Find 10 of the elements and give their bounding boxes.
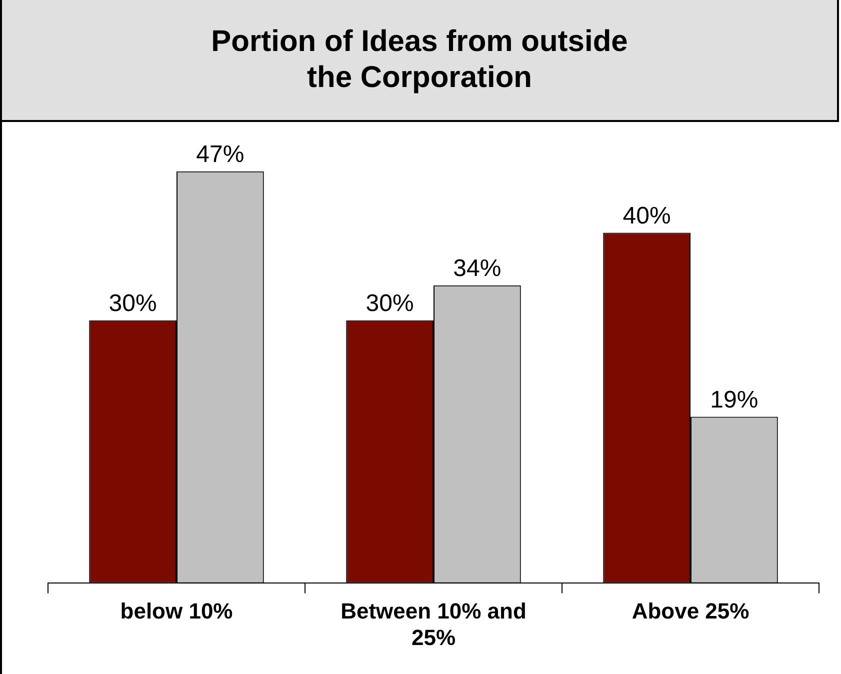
data-label: 40% — [622, 202, 671, 230]
data-label: 30% — [366, 290, 414, 317]
data-label: 47% — [196, 141, 244, 168]
data-label: 34% — [453, 254, 502, 282]
data-label: 30% — [108, 290, 157, 317]
chart-title: Portion of Ideas from outside the Corporation — [210, 24, 629, 96]
data-label: 19% — [710, 386, 758, 414]
x-tick-label: Above 25% — [632, 598, 750, 624]
x-tick-label: below 10% — [120, 598, 233, 624]
x-tick-label: Between 10% and 25% — [340, 598, 526, 650]
